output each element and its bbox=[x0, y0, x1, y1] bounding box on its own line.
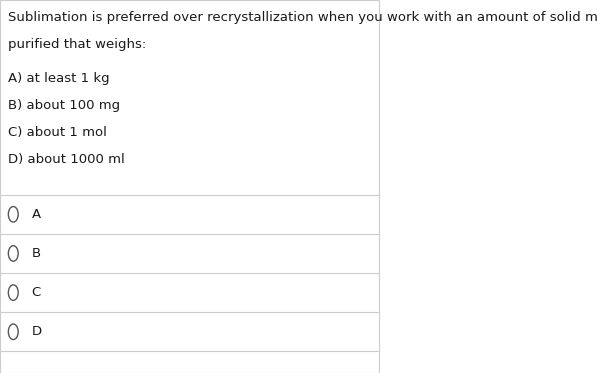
Text: A: A bbox=[32, 208, 41, 221]
Text: C: C bbox=[32, 286, 41, 299]
Text: Sublimation is preferred over recrystallization when you work with an amount of : Sublimation is preferred over recrystall… bbox=[8, 11, 597, 24]
Text: C) about 1 mol: C) about 1 mol bbox=[8, 126, 106, 139]
Text: D) about 1000 ml: D) about 1000 ml bbox=[8, 153, 124, 166]
Text: A) at least 1 kg: A) at least 1 kg bbox=[8, 72, 109, 85]
Text: purified that weighs:: purified that weighs: bbox=[8, 38, 146, 51]
Text: B: B bbox=[32, 247, 41, 260]
Text: D: D bbox=[32, 325, 42, 338]
Text: B) about 100 mg: B) about 100 mg bbox=[8, 99, 120, 112]
